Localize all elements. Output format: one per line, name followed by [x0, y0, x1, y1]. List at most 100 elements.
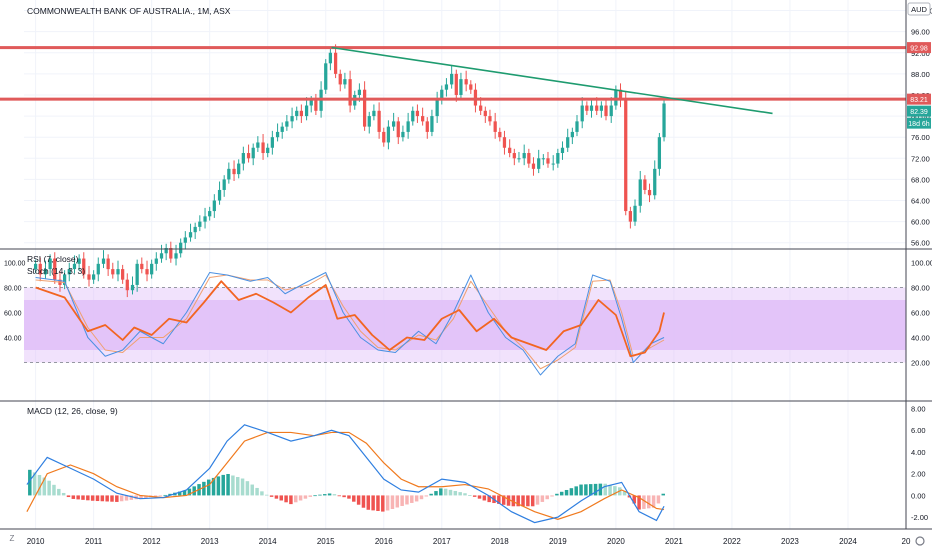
macd-tick: 4.00 — [911, 448, 926, 457]
resistance-levels[interactable] — [0, 46, 906, 101]
macd-histogram-bar — [472, 495, 477, 497]
candle-body — [217, 189, 222, 201]
candle-body — [512, 153, 516, 159]
candle-body — [179, 242, 183, 254]
macd-histogram-bar — [448, 489, 453, 496]
macd-histogram-bar — [458, 492, 462, 496]
time-tick-label: 2017 — [433, 537, 451, 546]
macd-histogram-bar — [303, 495, 308, 499]
candle-body — [48, 258, 52, 270]
candle-body — [469, 84, 473, 90]
macd-line — [26, 424, 665, 524]
candle-body — [493, 121, 497, 132]
macd-histogram-bar — [240, 478, 245, 496]
candle-body — [614, 89, 618, 106]
candle-body — [647, 189, 652, 196]
candle-body — [440, 89, 444, 101]
price-tick-label: 68.00 — [911, 175, 930, 184]
macd-histogram-bar — [642, 495, 646, 509]
scale-z-button[interactable]: Z — [10, 534, 15, 543]
price-badges: 92.98 83.21 82.39 18d 6h — [907, 42, 931, 129]
macd-histogram-bar — [497, 495, 501, 504]
candle-body — [657, 137, 662, 169]
macd-histogram-bar — [342, 495, 346, 498]
macd-histogram-bar — [47, 480, 51, 496]
rsi-right-tick: 60.00 — [911, 309, 930, 318]
macd-tick: 2.00 — [911, 470, 926, 479]
candlesticks[interactable] — [33, 44, 666, 298]
candle-body — [125, 279, 129, 291]
macd-histogram-bar — [414, 495, 419, 502]
macd-histogram-bar — [110, 495, 114, 502]
candle-body — [164, 248, 168, 254]
macd-histogram-bar — [535, 495, 540, 505]
time-tick-label: 20 — [902, 537, 911, 546]
macd-histogram-bar — [429, 493, 433, 496]
macd-histogram-bar — [163, 494, 167, 496]
macd-histogram-bar — [453, 490, 458, 496]
stoch-band-fill — [24, 287, 906, 363]
time-tick-label: 2021 — [665, 537, 683, 546]
resistance-line — [0, 97, 906, 101]
candle-body — [633, 205, 637, 222]
settings-button[interactable] — [915, 536, 925, 546]
macd-histogram-bar — [81, 495, 85, 500]
macd-histogram-bar — [385, 495, 390, 511]
resistance-line — [0, 46, 906, 50]
time-tick-label: 2014 — [259, 537, 277, 546]
stoch-k-line — [35, 272, 665, 376]
candle-body — [595, 105, 599, 111]
macd-histogram-bar — [52, 484, 56, 496]
candle-body — [604, 105, 608, 117]
rsi-right-tick: 40.00 — [911, 334, 930, 343]
badge-last-bg — [907, 105, 931, 117]
macd-histogram-bar — [327, 493, 332, 496]
candle-body — [357, 89, 362, 95]
macd-histogram-bar — [66, 495, 71, 498]
candle-body — [150, 263, 154, 275]
price-tick-label: 60.00 — [911, 218, 930, 227]
macd-histogram-bar — [506, 495, 511, 506]
candle-body — [169, 248, 173, 259]
candle-body — [159, 253, 164, 259]
macd-histogram-bar — [323, 494, 327, 496]
macd-histogram-bar — [337, 495, 342, 497]
axes — [0, 0, 932, 530]
macd-histogram-bar — [647, 495, 651, 509]
macd-histogram-bar — [32, 472, 37, 496]
candle-body — [285, 121, 289, 127]
candle-body — [256, 142, 260, 148]
macd-histogram-bar — [381, 495, 385, 512]
macd-histogram-bar — [235, 477, 240, 496]
macd-histogram-bar — [298, 495, 303, 501]
candle-body — [87, 274, 91, 280]
candle-body — [116, 269, 120, 275]
macd-label: MACD (12, 26, close, 9) — [27, 406, 118, 416]
candle-body — [246, 153, 251, 159]
currency-badge[interactable]: AUD — [907, 2, 931, 16]
macd-series[interactable] — [26, 424, 665, 524]
macd-histogram-bar — [579, 484, 583, 496]
rsi-line — [35, 280, 665, 358]
stoch-label: Stoch (14, 3, 3) — [27, 266, 85, 276]
rsi-left-tick: 60.00 — [4, 311, 22, 318]
time-tick-label: 2024 — [839, 537, 857, 546]
rsi-series[interactable] — [35, 272, 665, 376]
candle-body — [208, 211, 212, 217]
candle-body — [551, 163, 555, 165]
candle-body — [531, 163, 536, 169]
candle-body — [377, 110, 381, 132]
candle-body — [38, 263, 42, 275]
candle-body — [508, 147, 512, 154]
macd-histogram-bar — [71, 495, 76, 499]
trendline[interactable] — [331, 46, 773, 115]
time-tick-label: 2020 — [607, 537, 625, 546]
time-tick-label: 2013 — [201, 537, 219, 546]
price-tick-label: 72.00 — [911, 154, 930, 163]
rsi-right-tick: 20.00 — [911, 359, 930, 368]
candle-body — [328, 52, 333, 64]
rsi-right-tick: 100.00 — [911, 259, 932, 268]
candle-body — [266, 147, 270, 154]
candle-body — [121, 269, 125, 280]
candle-body — [589, 105, 594, 111]
